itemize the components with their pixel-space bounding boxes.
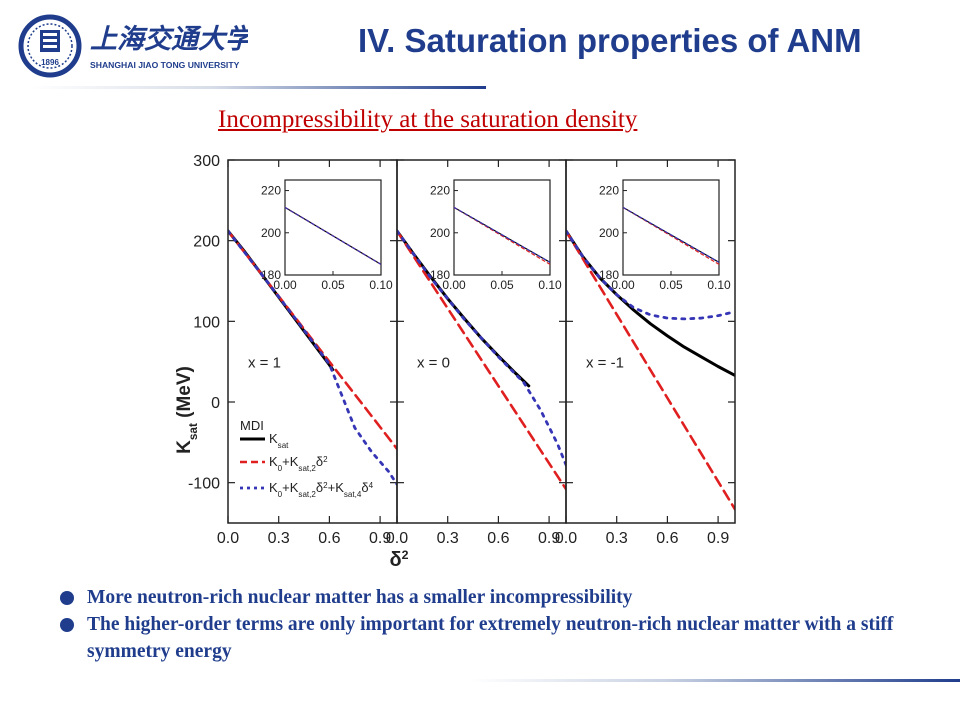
y-tick-label: 0: [211, 395, 220, 412]
x-tick-label: 0.0: [555, 530, 577, 547]
x-tick-label: 0.0: [386, 530, 408, 547]
inset-y-tick-label: 180: [599, 268, 619, 282]
panel-lines: [228, 229, 397, 486]
inset-x-tick-label: 0.00: [611, 278, 635, 292]
inset-y-tick-label: 200: [430, 226, 450, 240]
inset-x-tick-label: 0.00: [442, 278, 466, 292]
series-line-k4: [228, 229, 397, 486]
panel-lines: [397, 229, 566, 491]
panel-label: x = 1: [248, 355, 281, 372]
inset-y-tick-label: 200: [261, 226, 281, 240]
inset-frame: [453, 179, 551, 276]
ksat-figure: Ksat (MeV) δ2 300 200 100 0 -100 0.0 0.3 0.6 0.9…: [174, 153, 736, 571]
inset-x-tick-label: 0.10: [369, 278, 393, 292]
y-tick-label: 300: [193, 153, 220, 170]
y-tick-label: 200: [193, 234, 220, 251]
y-tick-label: 100: [193, 314, 220, 331]
footer-divider: [470, 679, 960, 682]
inset-x-tick-label: 0.05: [321, 278, 345, 292]
y-tick-label: -100: [188, 476, 220, 493]
x-tick-label: 0.3: [606, 530, 628, 547]
inset-x-tick-label: 0.00: [273, 278, 297, 292]
bullet-dot-icon: [60, 591, 74, 605]
inset-y-tick-label: 180: [430, 268, 450, 282]
x-tick-label: 0.3: [268, 530, 290, 547]
x-axis-label: δ2: [389, 548, 408, 571]
inset-line-k4: [453, 206, 551, 263]
inset-x-tick-label: 0.05: [490, 278, 514, 292]
inset-y-tick-label: 180: [261, 268, 281, 282]
inset-frame: [284, 179, 382, 276]
legend-entry: K0+Ksat,2δ2: [269, 454, 328, 473]
x-tick-label: 0.9: [538, 530, 560, 547]
university-seal-icon: 1896: [18, 14, 82, 78]
legend-title: MDI: [240, 418, 264, 433]
bullet-list: More neutron-rich nuclear matter has a s…: [58, 584, 918, 665]
y-axis-label: Ksat (MeV): [174, 366, 200, 454]
x-tick-label: 0.9: [369, 530, 391, 547]
figure-subtitle: Incompressibility at the saturation dens…: [218, 106, 638, 133]
legend-entry: Ksat: [269, 431, 289, 450]
bullet-item: More neutron-rich nuclear matter has a s…: [58, 584, 918, 611]
inset-y-tick-label: 220: [430, 184, 450, 198]
inset-x-tick-label: 0.10: [707, 278, 731, 292]
panel-frame: [565, 159, 736, 524]
panel-label: x = 0: [417, 355, 450, 372]
x-tick-label: 0.6: [318, 530, 340, 547]
x-tick-label: 0.6: [487, 530, 509, 547]
university-name-en: SHANGHAI JIAO TONG UNIVERSITY: [90, 60, 240, 70]
inset-x-tick-label: 0.10: [538, 278, 562, 292]
inset-x-tick-label: 0.05: [659, 278, 683, 292]
series-line-k2: [397, 229, 566, 491]
x-tick-label: 0.6: [656, 530, 678, 547]
header-divider: [30, 86, 486, 89]
university-name-zh: 上海交通大学: [90, 24, 248, 55]
panel-lines: [566, 229, 735, 511]
inset-y-tick-label: 220: [599, 184, 619, 198]
inset-y-tick-label: 200: [599, 226, 619, 240]
x-tick-label: 0.3: [437, 530, 459, 547]
series-line-k4: [566, 229, 735, 321]
bullet-item: The higher-order terms are only importan…: [58, 611, 918, 665]
panel-label: x = -1: [586, 355, 624, 372]
x-tick-label: 0.9: [707, 530, 729, 547]
inset-line-k4: [284, 206, 382, 265]
sjtu-logo: 1896 上海交通大学 SHANGHAI JIAO TONG UNIVERSIT…: [18, 14, 248, 78]
x-tick-label: 0.0: [217, 530, 239, 547]
inset-line-k4: [622, 206, 720, 263]
legend-entry: K0+Ksat,2δ2+Ksat,4δ4: [269, 480, 374, 499]
inset-frame: [622, 179, 720, 276]
bullet-dot-icon: [60, 618, 74, 632]
slide-title: IV. Saturation properties of ANM: [358, 22, 862, 59]
bullet-text: More neutron-rich nuclear matter has a s…: [87, 587, 633, 608]
seal-year: 1896: [41, 58, 59, 67]
series-line-k2: [566, 229, 735, 511]
series-line-k4: [397, 229, 566, 467]
bullet-text: The higher-order terms are only importan…: [87, 614, 894, 662]
inset-y-tick-label: 220: [261, 184, 281, 198]
